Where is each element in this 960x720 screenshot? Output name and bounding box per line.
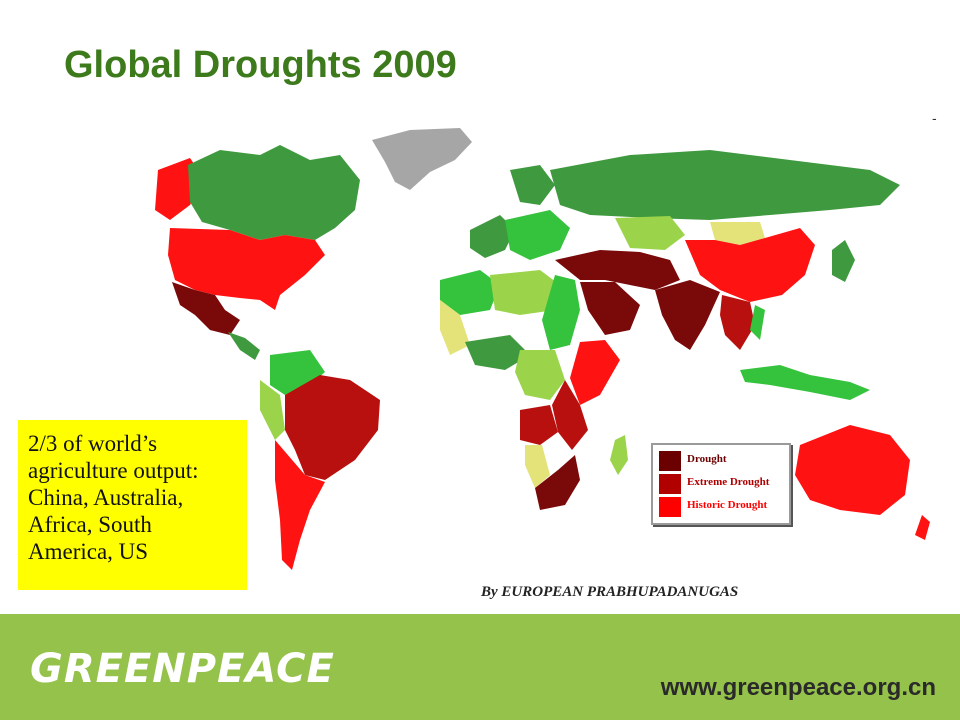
australia [795, 425, 910, 515]
n-africa-west [440, 270, 500, 315]
europe-west [470, 215, 515, 258]
sa-south [275, 440, 325, 570]
arabia [580, 282, 640, 335]
india [655, 280, 720, 350]
dash-mark: - [932, 110, 937, 126]
legend-swatch-historic-drought [659, 497, 681, 517]
greenpeace-logo: GREENPEACE [30, 646, 335, 692]
kazakhstan [615, 216, 685, 250]
usa [168, 228, 325, 310]
central-america [228, 332, 260, 360]
egypt-sudan [542, 275, 580, 350]
mexico [172, 282, 240, 335]
japan [832, 240, 855, 282]
footer-url: www.greenpeace.org.cn [660, 674, 936, 701]
central-africa [515, 350, 565, 400]
legend-swatch-drought [659, 451, 681, 471]
canada [188, 145, 360, 240]
greenland [372, 128, 472, 190]
sa-west [260, 380, 285, 440]
footer-bar: GREENPEACE www.greenpeace.org.cn [0, 614, 960, 720]
brazil [285, 375, 380, 480]
legend-swatch-extreme-drought [659, 474, 681, 494]
middle-east [555, 250, 680, 290]
mongolia [710, 222, 765, 245]
madagascar [610, 435, 628, 475]
slide-title: Global Droughts 2009 [64, 44, 457, 86]
horn-of-africa [570, 340, 620, 405]
legend-label-extreme-drought: Extreme Drought [687, 476, 770, 488]
angola [520, 405, 558, 445]
west-africa [465, 335, 530, 370]
legend-label-drought: Drought [687, 453, 727, 465]
vietnam [750, 305, 765, 340]
east-africa [552, 380, 588, 450]
new-zealand [915, 515, 930, 540]
legend-label-historic-drought: Historic Drought [687, 499, 768, 511]
russia [550, 150, 900, 220]
indonesia [740, 365, 870, 400]
agriculture-note: 2/3 of world’s agriculture output: China… [18, 420, 247, 590]
map-legend: Drought Extreme Drought Historic Drought [651, 443, 791, 525]
europe-central [505, 210, 570, 260]
se-asia [720, 295, 755, 350]
n-africa-central [490, 270, 560, 315]
china [685, 228, 815, 302]
credit-text: By EUROPEAN PRABHUPADANUGAS [481, 584, 739, 600]
south-africa [535, 455, 580, 510]
scandinavia [510, 165, 555, 205]
namibia [525, 445, 550, 488]
sahel-west [440, 300, 470, 355]
world-drought-map [155, 128, 930, 570]
